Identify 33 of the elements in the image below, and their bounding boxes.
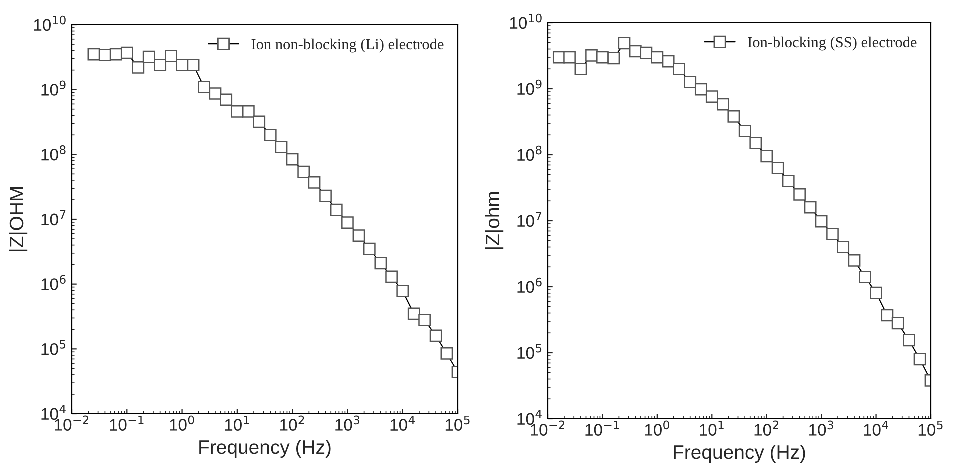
x-tick-label: 10$^{5}$: [446, 416, 470, 431]
y-tick-label: 10$^{9}$: [42, 80, 66, 96]
x-tick-label: 10$^{1}$: [225, 416, 250, 431]
y-tick-label: 10$^{4}$: [42, 405, 66, 420]
y-axis-title: |Z|OHM: [9, 187, 28, 252]
y-tick-label: 10$^{8}$: [42, 146, 66, 161]
y-tick-label: 10$^{9}$: [518, 80, 542, 96]
x-tick-label: 10$^{2}$: [280, 416, 304, 431]
y-tick-label: 10$^{6}$: [518, 278, 542, 294]
x-tick-label: 10$^{4}$: [864, 420, 888, 436]
y-tick-label: 10$^{10}$: [34, 16, 66, 32]
y-tick-label: 10$^{5}$: [518, 344, 542, 360]
x-axis-title: Frequency (Hz): [674, 444, 806, 464]
x-tick-label: 10$^{3}$: [810, 420, 834, 436]
y-axis-title: |Z|ohm: [485, 192, 504, 250]
x-tick-label: 10$^{0}$: [170, 416, 194, 431]
y-tick-label: 10$^{6}$: [42, 275, 66, 290]
y-tick-label: 10$^{5}$: [42, 340, 66, 356]
legend-label: Ion non-blocking (Li) electrode: [252, 38, 444, 53]
y-tick-label: 10$^{10}$: [510, 14, 542, 30]
y-tick-label: 10$^{7}$: [42, 210, 66, 226]
x-tick-label: 10$^{2}$: [754, 420, 778, 436]
x-tick-label: 10$^{0}$: [645, 420, 670, 436]
y-tick-label: 10$^{7}$: [518, 212, 542, 228]
x-axis-title: Frequency (Hz): [200, 440, 331, 458]
y-tick-label: 10$^{8}$: [518, 146, 542, 162]
x-tick-label: 10$^{−1}$: [110, 416, 144, 431]
x-tick-label: 10$^{5}$: [918, 420, 943, 436]
x-tick-label: 10$^{−1}$: [586, 420, 620, 436]
x-tick-label: 10$^{4}$: [390, 416, 415, 431]
x-tick-label: 10$^{3}$: [336, 416, 360, 431]
legend-label: Ion-blocking (SS) electrode: [748, 36, 917, 51]
x-tick-label: 10$^{1}$: [700, 420, 724, 436]
